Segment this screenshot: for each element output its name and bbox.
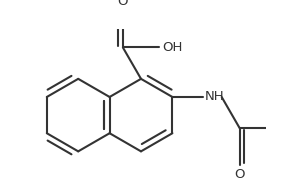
Text: NH: NH (205, 91, 225, 103)
Text: O: O (118, 0, 128, 8)
Text: O: O (235, 168, 245, 181)
Text: OH: OH (162, 41, 182, 54)
